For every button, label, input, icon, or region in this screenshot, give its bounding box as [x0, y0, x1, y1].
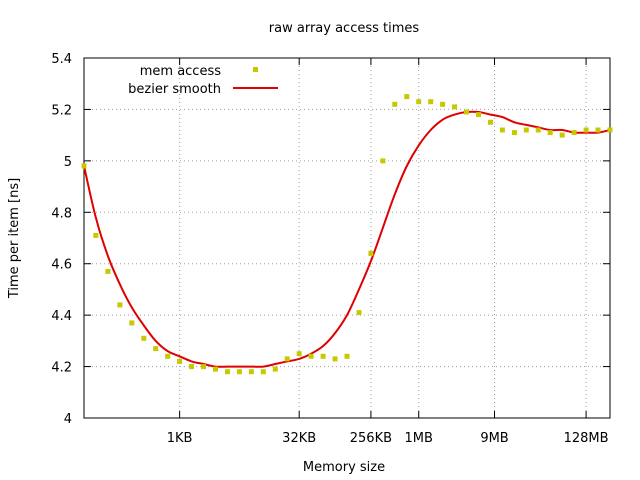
- y-tick-label: 4.8: [51, 206, 72, 221]
- y-tick-label: 4.2: [51, 361, 72, 376]
- data-point-mem-access: [476, 112, 481, 118]
- y-tick-label: 4.6: [51, 258, 72, 273]
- data-point-mem-access: [117, 302, 123, 308]
- data-point-mem-access: [440, 101, 446, 107]
- data-point-mem-access: [332, 356, 338, 362]
- data-point-mem-access: [320, 353, 326, 359]
- data-point-mem-access: [225, 369, 230, 375]
- data-point-mem-access: [356, 310, 362, 316]
- y-tick-label: 4.4: [51, 309, 72, 324]
- data-point-mem-access: [595, 127, 601, 133]
- data-point-mem-access: [344, 353, 350, 359]
- data-point-mem-access: [571, 130, 577, 136]
- legend-label-bezier-smooth: bezier smooth: [128, 82, 221, 97]
- data-point-mem-access: [464, 109, 469, 115]
- legend-marker-mem-access: [253, 67, 258, 72]
- data-point-mem-access: [189, 364, 195, 370]
- data-point-mem-access: [93, 232, 99, 238]
- x-tick-label: 1KB: [167, 431, 193, 446]
- data-point-mem-access: [177, 358, 183, 364]
- data-point-mem-access: [296, 351, 302, 357]
- data-point-mem-access: [488, 119, 493, 125]
- data-point-mem-access: [141, 335, 147, 341]
- x-tick-label: 128MB: [564, 431, 609, 446]
- y-tick-label: 4: [64, 412, 72, 427]
- data-point-mem-access: [547, 130, 553, 136]
- data-point-mem-access: [583, 127, 589, 133]
- plot-frame: [83, 57, 611, 419]
- data-point-mem-access: [165, 353, 171, 359]
- ticks-layer: 4 4.2 4.4 4.6 4.8 5 5.2 5.4 1KB 32KB 256KB 1MB 9MB 12…: [51, 52, 610, 446]
- data-point-mem-access: [499, 127, 505, 133]
- data-point-mem-access: [213, 366, 218, 372]
- data-point-mem-access: [559, 132, 565, 138]
- y-axis-label: Time per item [ns]: [7, 178, 22, 299]
- x-tick-label: 32KB: [282, 431, 316, 446]
- legend: mem access bezier smooth: [128, 64, 278, 97]
- data-point-mem-access: [535, 127, 541, 133]
- data-point-mem-access: [236, 369, 242, 375]
- data-point-mem-access: [284, 356, 290, 362]
- y-tick-label: 5: [64, 155, 72, 170]
- grid-layer: [84, 58, 610, 418]
- data-point-mem-access: [392, 101, 398, 107]
- y-tick-label: 5.4: [51, 52, 72, 67]
- data-point-mem-access: [428, 99, 434, 105]
- data-point-mem-access: [607, 127, 613, 133]
- data-point-mem-access: [511, 130, 517, 136]
- data-point-mem-access: [368, 250, 374, 256]
- series-layer: [81, 94, 613, 375]
- data-point-mem-access: [308, 353, 314, 359]
- series-line-bezier-smooth: [83, 110, 611, 368]
- data-point-mem-access: [201, 364, 206, 370]
- data-point-mem-access: [272, 366, 278, 372]
- data-point-mem-access: [153, 346, 159, 352]
- x-axis-label: Memory size: [303, 460, 385, 475]
- x-tick-label: 9MB: [480, 431, 508, 446]
- x-tick-label: 256KB: [350, 431, 392, 446]
- data-point-mem-access: [404, 94, 410, 100]
- data-point-mem-access: [416, 99, 422, 105]
- data-point-mem-access: [380, 158, 386, 164]
- data-point-mem-access: [129, 320, 135, 326]
- data-point-mem-access: [260, 369, 266, 375]
- data-point-mem-access: [81, 163, 87, 169]
- data-point-mem-access: [523, 127, 529, 133]
- y-tick-label: 5.2: [51, 103, 72, 118]
- data-point-mem-access: [105, 268, 111, 274]
- data-point-mem-access: [452, 104, 458, 110]
- data-point-mem-access: [248, 369, 254, 375]
- legend-label-mem-access: mem access: [140, 64, 221, 79]
- chart-title: raw array access times: [269, 21, 420, 36]
- x-tick-label: 1MB: [405, 431, 433, 446]
